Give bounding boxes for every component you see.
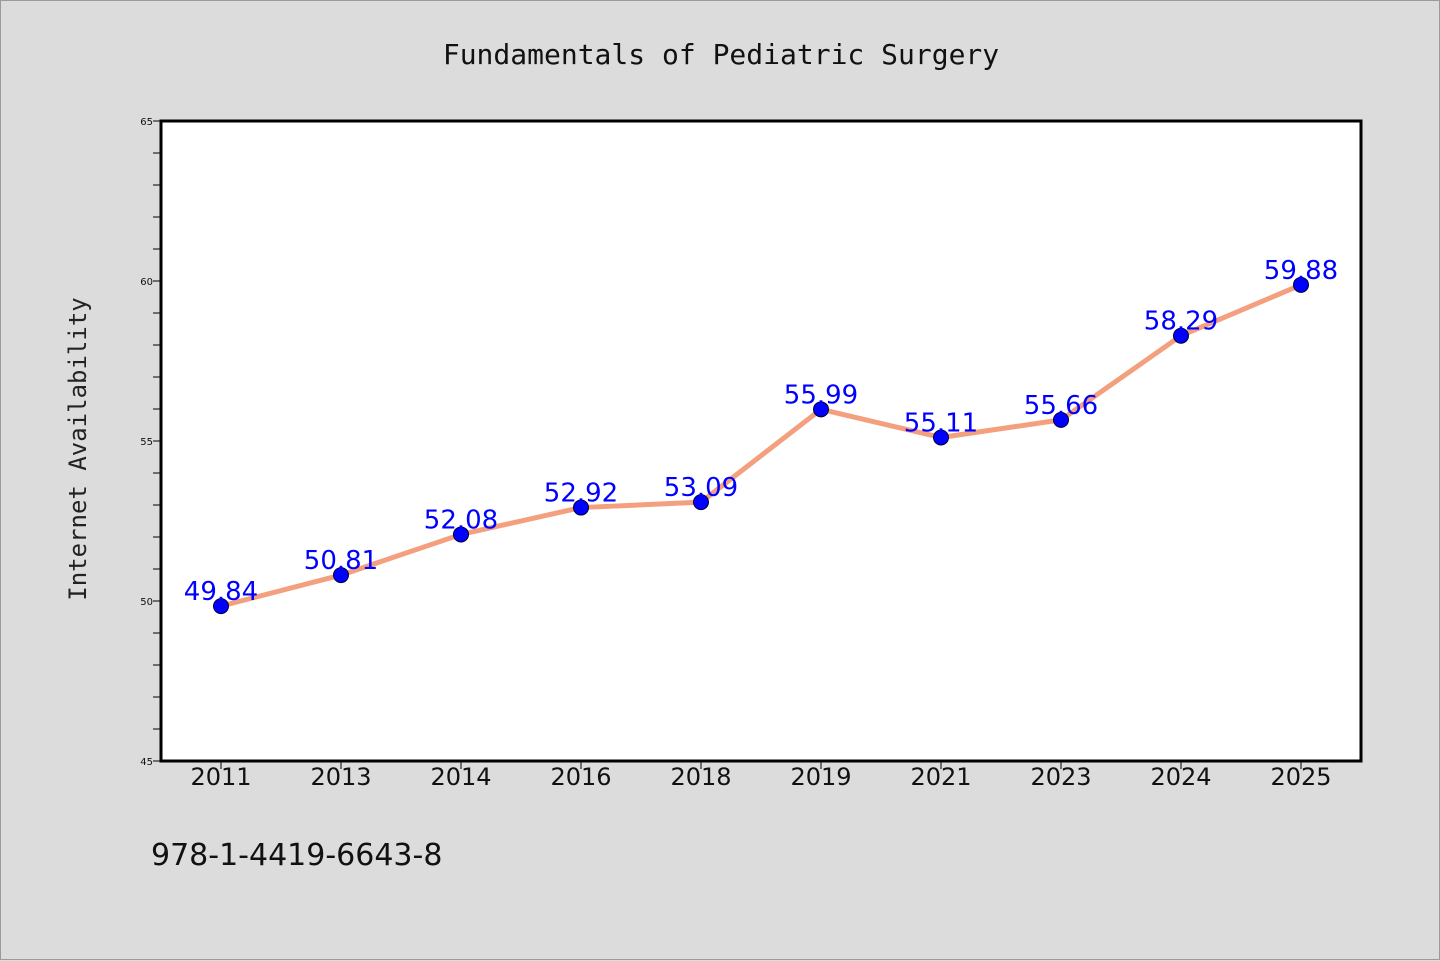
y-tick-label: 45 — [140, 757, 153, 768]
data-series — [213, 276, 1309, 615]
data-label: 53.09 — [664, 473, 738, 503]
data-label: 58.29 — [1144, 307, 1218, 337]
y-tick-label: 55 — [140, 437, 153, 448]
x-tick-label: 2023 — [1030, 763, 1091, 791]
plot-area — [161, 121, 1361, 761]
data-label: 52.92 — [544, 479, 618, 509]
data-point — [1173, 327, 1189, 344]
y-tick-label: 50 — [140, 597, 153, 608]
isbn-footer: 978-1-4419-6643-8 — [151, 838, 442, 873]
x-tick-label: 2011 — [190, 763, 251, 791]
x-axis: 2011 2013 2014 2016 2018 2019 2021 2023 2024 2025 — [190, 761, 1332, 791]
x-tick-label: 2025 — [1270, 763, 1331, 791]
data-point — [693, 494, 709, 511]
x-tick-label: 2016 — [550, 763, 611, 791]
data-point — [1053, 411, 1069, 428]
y-axis: 45 50 55 60 65 — [140, 117, 161, 768]
x-tick-label: 2019 — [790, 763, 851, 791]
data-point — [573, 499, 589, 516]
x-tick-label: 2014 — [430, 763, 491, 791]
data-label: 55.99 — [784, 380, 858, 410]
data-label: 59.88 — [1264, 256, 1338, 286]
y-tick-label: 60 — [140, 277, 153, 288]
data-point — [213, 598, 229, 615]
y-axis-label: Internet Availability — [64, 297, 92, 600]
y-tick-label: 65 — [140, 117, 153, 128]
data-labels: 49.84 50.81 52.08 52.92 53.09 55.99 55.11 55.66… — [184, 256, 1338, 607]
data-point — [1293, 276, 1309, 293]
data-label: 55.66 — [1024, 391, 1098, 421]
x-tick-label: 2018 — [670, 763, 731, 791]
series-line — [218, 282, 1304, 609]
plot-frame — [159, 119, 1363, 763]
data-point — [933, 429, 949, 446]
data-label: 50.81 — [304, 546, 378, 576]
x-tick-label: 2024 — [1150, 763, 1211, 791]
data-point — [453, 526, 469, 543]
data-point — [813, 401, 829, 418]
x-tick-label: 2021 — [910, 763, 971, 791]
chart-title: Fundamentals of Pediatric Surgery — [443, 38, 999, 71]
x-tick-label: 2013 — [310, 763, 371, 791]
data-point — [333, 567, 349, 584]
data-label: 55.11 — [904, 408, 978, 438]
data-label: 49.84 — [184, 577, 258, 607]
data-label: 52.08 — [424, 505, 498, 535]
